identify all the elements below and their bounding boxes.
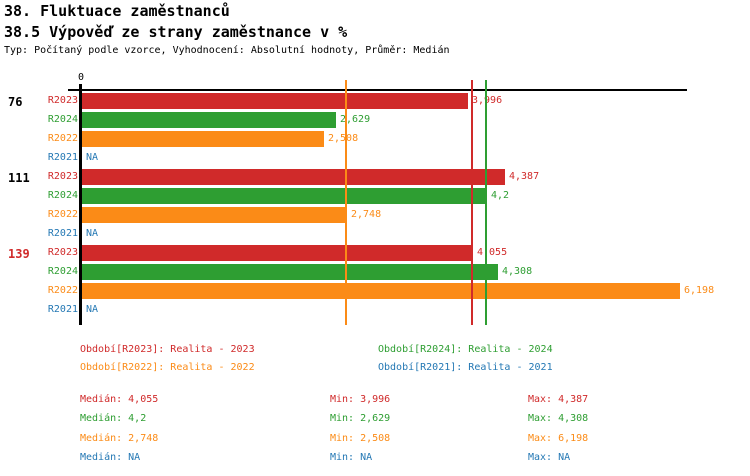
report-subtitle: 38.5 Výpověď ze strany zaměstnance v % xyxy=(4,23,348,41)
bar xyxy=(82,283,680,299)
stat-max: Max: 4,308 xyxy=(528,413,589,424)
stat-min: Min: 2,629 xyxy=(330,413,391,424)
stat-max: Max: 6,198 xyxy=(528,433,589,444)
stat-median: Medián: 4,2 xyxy=(80,413,147,424)
bar-value-label: 2,629 xyxy=(340,114,371,125)
median-line xyxy=(471,80,473,325)
series-row-label: R2024 xyxy=(47,114,78,125)
series-row-label: R2023 xyxy=(47,95,78,106)
median-line xyxy=(485,80,487,325)
bar-value-na: NA xyxy=(86,152,99,163)
stat-median: Medián: NA xyxy=(80,452,141,463)
bar-value-label: 4,308 xyxy=(502,266,533,277)
bar-value-label: 4,055 xyxy=(477,247,508,258)
series-row-label: R2023 xyxy=(47,247,78,258)
series-row-label: R2021 xyxy=(47,228,78,239)
bar-value-label: 4,2 xyxy=(491,190,510,201)
bar xyxy=(82,188,487,204)
stat-min: Min: NA xyxy=(330,452,373,463)
stat-max: Max: 4,387 xyxy=(528,394,589,405)
bar-value-na: NA xyxy=(86,228,99,239)
stat-min: Min: 2,508 xyxy=(330,433,391,444)
series-row-label: R2022 xyxy=(47,285,78,296)
series-row-label: R2021 xyxy=(47,152,78,163)
bar xyxy=(82,169,505,185)
report-title: 38. Fluktuace zaměstnanců xyxy=(4,2,230,20)
bar-value-label: 6,198 xyxy=(684,285,715,296)
stat-median: Medián: 2,748 xyxy=(80,433,159,444)
axis-vertical-line xyxy=(79,84,82,325)
bar-value-na: NA xyxy=(86,304,99,315)
group-label: 111 xyxy=(8,171,30,185)
legend-item: Období[R2021]: Realita - 2021 xyxy=(378,362,553,373)
stat-max: Max: NA xyxy=(528,452,571,463)
series-row-label: R2024 xyxy=(47,266,78,277)
series-row-label: R2022 xyxy=(47,133,78,144)
bar-value-label: 3,996 xyxy=(472,95,503,106)
median-line xyxy=(345,80,347,325)
axis-zero-tick-label: 0 xyxy=(77,72,85,83)
legend-item: Období[R2022]: Realita - 2022 xyxy=(80,362,255,373)
bar-value-label: 4,387 xyxy=(509,171,540,182)
bar xyxy=(82,264,498,280)
stat-median: Medián: 4,055 xyxy=(80,394,159,405)
bar xyxy=(82,112,336,128)
bar xyxy=(82,131,324,147)
series-row-label: R2023 xyxy=(47,171,78,182)
group-label: 139 xyxy=(8,247,30,261)
bar-value-label: 2,508 xyxy=(328,133,359,144)
series-row-label: R2022 xyxy=(47,209,78,220)
bar-value-label: 2,748 xyxy=(351,209,382,220)
bar xyxy=(82,245,473,261)
report-meta: Typ: Počítaný podle vzorce, Vyhodnocení:… xyxy=(4,45,450,56)
legend-item: Období[R2024]: Realita - 2024 xyxy=(378,344,553,355)
stat-min: Min: 3,996 xyxy=(330,394,391,405)
bar xyxy=(82,93,468,109)
legend-item: Období[R2023]: Realita - 2023 xyxy=(80,344,255,355)
axis-baseline xyxy=(68,89,687,91)
bar xyxy=(82,207,347,223)
series-row-label: R2024 xyxy=(47,190,78,201)
series-row-label: R2021 xyxy=(47,304,78,315)
group-label: 76 xyxy=(8,95,23,109)
